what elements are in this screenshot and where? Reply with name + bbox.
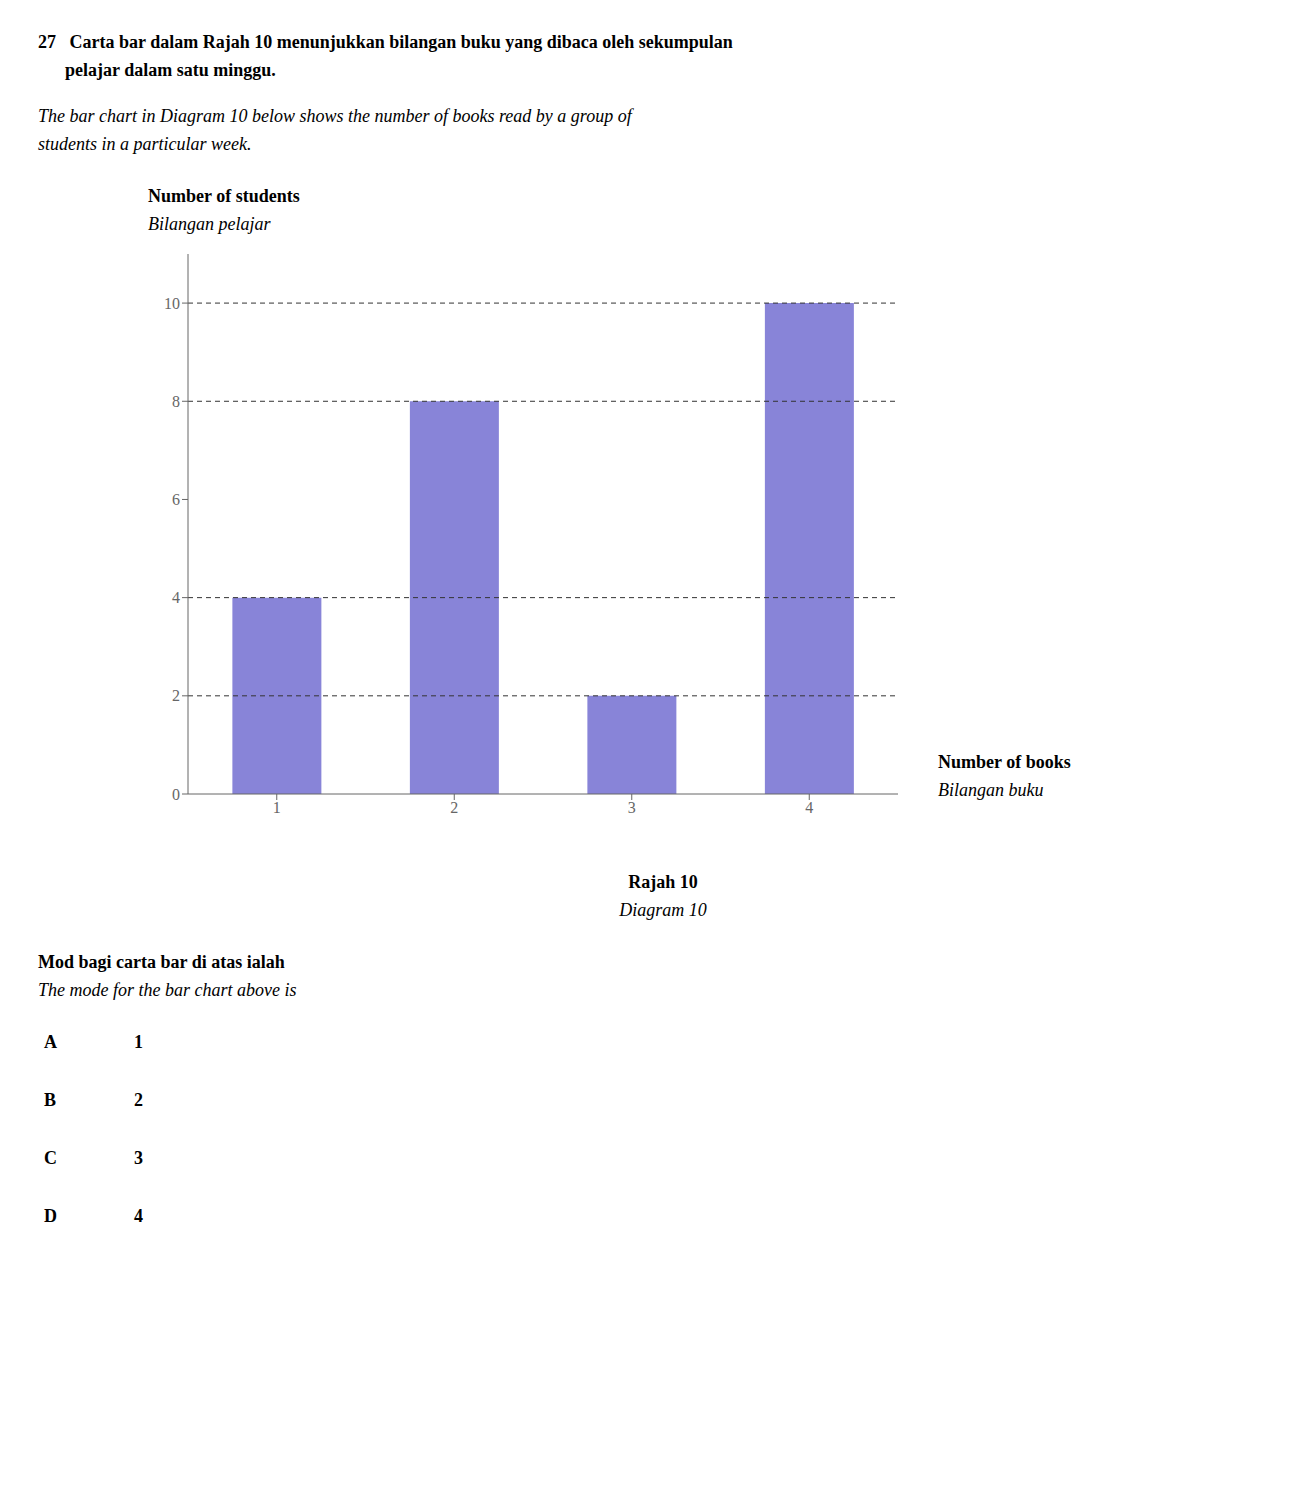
- html-text:Bilangan pelajar: Bilangan pelajar: [148, 214, 271, 234]
- html-text:Mod bagi carta bar di atas ial: Mod bagi carta bar di atas ialah: [38, 952, 285, 972]
- html-text:2: 2: [134, 1090, 143, 1110]
- svg-text:10: 10: [164, 295, 180, 312]
- svg-text:3: 3: [628, 799, 636, 816]
- html-text:4: 4: [134, 1206, 143, 1226]
- html-text:C: C: [44, 1148, 57, 1168]
- svg-text:2: 2: [450, 799, 458, 816]
- svg-text:8: 8: [172, 393, 180, 410]
- html-text:students in a particular week.: students in a particular week.: [38, 134, 252, 154]
- svg-text:4: 4: [805, 799, 813, 816]
- html-text:The mode for the bar chart abo: The mode for the bar chart above is: [38, 980, 297, 1000]
- html-text:Rajah 10: Rajah 10: [628, 872, 698, 892]
- html-text:Number of books: Number of books: [938, 752, 1071, 772]
- html-text:A: A: [44, 1032, 57, 1052]
- html-text:1: 1: [134, 1032, 143, 1052]
- svg-text:2: 2: [172, 687, 180, 704]
- html-text:B: B: [44, 1090, 56, 1110]
- html-text:Diagram 10: Diagram 10: [619, 900, 707, 920]
- html-text:27 Carta bar dalam Rajah 10 me: 27 Carta bar dalam Rajah 10 menunjukkan …: [38, 32, 733, 52]
- svg-text:4: 4: [172, 589, 180, 606]
- html-text:3: 3: [134, 1148, 143, 1168]
- html-text:The bar chart in Diagram 10 be: The bar chart in Diagram 10 below shows …: [38, 106, 632, 126]
- svg-text:0: 0: [172, 786, 180, 803]
- html-text:D: D: [44, 1206, 57, 1226]
- svg-text:6: 6: [172, 491, 180, 508]
- svg-text:1: 1: [273, 799, 281, 816]
- html-text:pelajar dalam satu minggu.: pelajar dalam satu minggu.: [38, 60, 276, 80]
- html-text:Bilangan buku: Bilangan buku: [938, 780, 1044, 800]
- html-text:Number of students: Number of students: [148, 186, 300, 206]
